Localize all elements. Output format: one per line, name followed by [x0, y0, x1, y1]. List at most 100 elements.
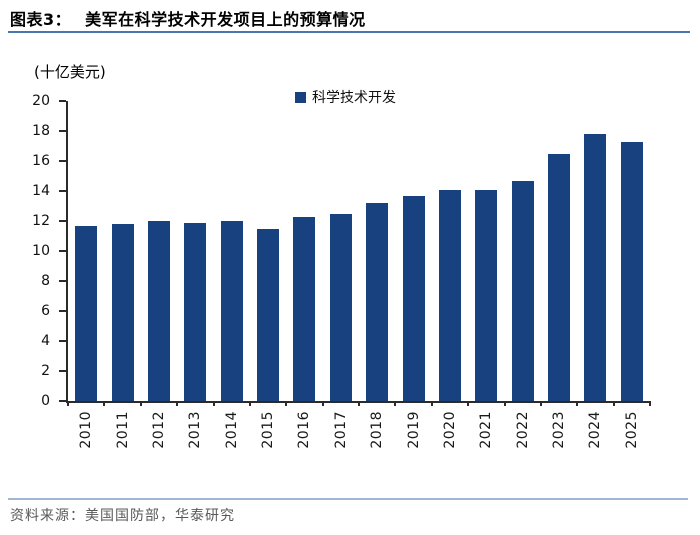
y-tick-label-4: 4 — [41, 333, 50, 349]
x-tick-label-2015: 2015 — [260, 411, 277, 449]
y-tick — [59, 310, 66, 312]
x-tick-label-2018: 2018 — [369, 411, 386, 449]
bar-2016 — [293, 216, 316, 401]
title-divider — [8, 31, 690, 33]
x-tick — [139, 401, 142, 406]
bar-2010 — [75, 225, 98, 401]
x-tick-label-2012: 2012 — [150, 411, 167, 449]
bar-slot: 2016 — [286, 101, 322, 449]
x-tick-label-2014: 2014 — [223, 411, 240, 449]
y-tick — [59, 130, 66, 132]
y-tick — [59, 280, 66, 282]
x-axis-ticks — [67, 401, 651, 408]
y-tick-label-12: 12 — [32, 213, 50, 229]
bar-slot: 2015 — [250, 101, 286, 449]
x-tick-label-2023: 2023 — [551, 411, 568, 449]
bar-2020 — [438, 189, 461, 401]
bar-2021 — [475, 189, 498, 401]
bar-2025 — [620, 141, 643, 401]
y-tick-label-6: 6 — [41, 303, 50, 319]
x-tick — [248, 401, 251, 406]
x-tick-label-2010: 2010 — [78, 411, 95, 449]
x-tick — [430, 401, 433, 406]
x-tick — [649, 401, 651, 406]
y-tick — [59, 400, 66, 402]
bar-slot: 2022 — [505, 101, 541, 449]
x-tick-label-2021: 2021 — [478, 411, 495, 449]
bar-slot: 2018 — [359, 101, 395, 449]
x-tick-label-2022: 2022 — [514, 411, 531, 449]
bar-slot: 2021 — [468, 101, 504, 449]
bar-2024 — [584, 134, 607, 401]
chart-legend: 科学技术开发 — [295, 87, 396, 107]
x-tick-label-2017: 2017 — [332, 411, 349, 449]
bar-slot: 2023 — [541, 101, 577, 449]
bar-slot: 2020 — [432, 101, 468, 449]
footer-divider — [8, 498, 688, 500]
y-tick-label-16: 16 — [32, 153, 50, 169]
bar-2023 — [548, 153, 571, 401]
figure-title: 图表3： 美军在科学技术开发项目上的预算情况 — [10, 6, 366, 30]
x-tick-label-2020: 2020 — [441, 411, 458, 449]
bar-2018 — [366, 203, 389, 401]
source-note: 资料来源：美国国防部，华泰研究 — [10, 508, 235, 524]
bar-slot: 2019 — [395, 101, 431, 449]
bar-slot: 2024 — [577, 101, 613, 449]
y-tick — [59, 250, 66, 252]
bar-slot: 2012 — [141, 101, 177, 449]
x-tick — [285, 401, 288, 406]
x-tick — [103, 401, 106, 406]
bar-slot: 2010 — [68, 101, 104, 449]
bar-2012 — [147, 221, 170, 401]
bar-slot: 2013 — [177, 101, 213, 449]
bar-slot: 2014 — [214, 101, 250, 449]
legend-swatch — [295, 91, 306, 103]
x-tick-label-2011: 2011 — [114, 411, 131, 449]
y-axis-unit-label: (十亿美元) — [34, 63, 106, 81]
bar-series: 2010 2011 2012 2013 2014 2015 2016 2017 2018 2019… — [68, 101, 650, 449]
bar-slot: 2025 — [614, 101, 650, 449]
bar-2017 — [329, 213, 352, 401]
x-tick-label-2019: 2019 — [405, 411, 422, 449]
x-tick — [67, 401, 69, 406]
plot-area: 2010 2011 2012 2013 2014 2015 2016 2017 2018 2019… — [66, 101, 650, 449]
bar-2014 — [220, 221, 243, 401]
y-tick — [59, 190, 66, 192]
x-tick — [212, 401, 215, 406]
x-tick-label-2025: 2025 — [623, 411, 640, 449]
y-tick-label-18: 18 — [32, 123, 50, 139]
y-tick — [59, 160, 66, 162]
y-tick-label-0: 0 — [41, 393, 50, 409]
y-tick-label-14: 14 — [32, 183, 50, 199]
bar-slot: 2011 — [104, 101, 140, 449]
x-tick-label-2024: 2024 — [587, 411, 604, 449]
x-tick — [467, 401, 470, 406]
y-tick — [59, 340, 66, 342]
y-tick — [59, 220, 66, 222]
x-tick — [576, 401, 579, 406]
bar-2019 — [402, 195, 425, 401]
bar-2013 — [184, 222, 207, 401]
y-axis: 0 2 4 6 8 10 12 14 16 18 20 — [0, 93, 66, 409]
y-tick-label-8: 8 — [41, 273, 50, 289]
figure-title-text: 美军在科学技术开发项目上的预算情况 — [85, 10, 366, 29]
figure-number-label: 图表3： — [10, 10, 72, 29]
y-tick-label-20: 20 — [32, 93, 50, 109]
bar-2015 — [257, 228, 280, 401]
x-tick — [321, 401, 324, 406]
x-tick — [539, 401, 542, 406]
y-tick-label-10: 10 — [32, 243, 50, 259]
y-tick-label-2: 2 — [41, 363, 50, 379]
x-tick — [394, 401, 397, 406]
y-tick — [59, 370, 66, 372]
x-tick-label-2013: 2013 — [187, 411, 204, 449]
x-tick — [503, 401, 506, 406]
x-tick-label-2016: 2016 — [296, 411, 313, 449]
legend-label: 科学技术开发 — [312, 90, 396, 106]
y-tick — [59, 100, 66, 102]
x-tick — [176, 401, 179, 406]
x-tick — [612, 401, 615, 406]
bar-2011 — [111, 224, 134, 401]
bar-slot: 2017 — [323, 101, 359, 449]
